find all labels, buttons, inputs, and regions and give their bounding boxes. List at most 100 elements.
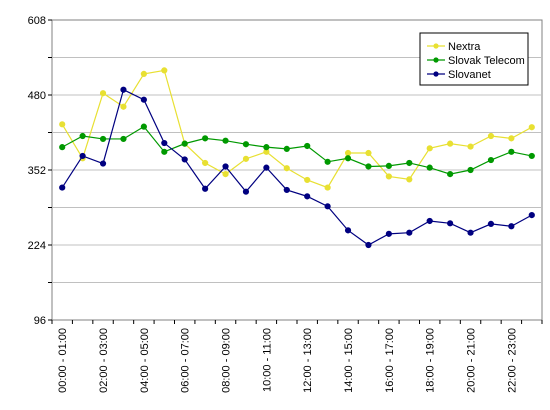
data-point — [304, 193, 311, 200]
data-point — [467, 143, 474, 150]
x-tick-label: 00:00 - 01:00 — [57, 328, 69, 393]
data-point — [447, 140, 454, 147]
data-point — [528, 152, 535, 160]
data-point — [528, 212, 535, 219]
series-line — [61, 88, 533, 246]
legend: Nextra Slovak Telecom Slovanet — [419, 32, 529, 86]
series-line — [61, 69, 533, 189]
data-point — [467, 166, 474, 174]
legend-swatch-marker — [433, 57, 439, 63]
data-point — [385, 173, 392, 180]
data-point — [283, 165, 290, 172]
data-point — [242, 188, 250, 195]
data-point — [508, 223, 515, 230]
data-point — [508, 135, 515, 142]
data-point — [263, 144, 270, 151]
data-point — [426, 217, 433, 225]
x-tick-label: 10:00 - 11:00 — [261, 328, 273, 392]
data-point — [140, 123, 147, 130]
data-point — [304, 176, 311, 184]
data-point — [59, 121, 66, 128]
data-point — [79, 132, 86, 140]
data-point — [99, 160, 107, 167]
x-tick-label: 12:00 - 13:00 — [302, 328, 314, 393]
data-point — [120, 135, 127, 143]
data-point — [222, 163, 229, 170]
data-point — [426, 164, 433, 171]
data-point — [222, 137, 229, 144]
series-line — [61, 125, 532, 175]
data-point — [283, 186, 290, 194]
x-tick-label: 02:00 - 03:00 — [98, 328, 110, 393]
data-point — [487, 156, 495, 164]
data-point — [181, 156, 188, 163]
x-tick-label: 04:00 - 05:00 — [139, 328, 151, 393]
data-point — [59, 184, 66, 191]
data-point — [99, 90, 107, 97]
data-point — [528, 124, 535, 131]
data-point — [385, 162, 392, 169]
data-point — [344, 155, 352, 162]
data-point — [426, 145, 433, 152]
data-point — [344, 149, 352, 157]
data-point — [467, 229, 474, 236]
data-point — [487, 220, 495, 228]
data-point — [161, 67, 168, 74]
data-point — [140, 96, 147, 103]
series-1 — [59, 123, 535, 178]
x-tick-label: 22:00 - 23:00 — [506, 328, 518, 393]
legend-swatch-marker — [433, 43, 439, 49]
x-tick-label: 06:00 - 07:00 — [180, 328, 192, 393]
data-point — [242, 141, 250, 148]
data-point — [59, 144, 66, 151]
data-point — [365, 241, 372, 249]
series-2 — [59, 86, 535, 249]
y-tick-label: 96 — [34, 315, 46, 327]
data-point — [304, 142, 311, 150]
data-point — [508, 148, 515, 155]
data-point — [365, 149, 372, 157]
axes: 96 224 352 480 608 00:00 - 01:00 02:00 - 03:00… — [28, 15, 543, 393]
y-tick-label: 480 — [28, 90, 46, 102]
y-tick-label: 608 — [28, 15, 46, 27]
data-point — [202, 159, 209, 167]
data-point — [263, 164, 270, 171]
data-point — [222, 171, 229, 178]
data-point — [406, 176, 413, 183]
data-point — [487, 132, 495, 140]
data-point — [283, 145, 290, 153]
data-point — [99, 135, 107, 143]
series-group — [59, 67, 535, 249]
y-tick-label: 224 — [28, 240, 46, 252]
data-point — [324, 158, 331, 165]
data-point — [161, 139, 168, 147]
legend-label: Slovanet — [448, 69, 491, 81]
data-point — [447, 171, 454, 178]
legend-label: Slovak Telecom — [448, 55, 525, 67]
data-point — [344, 227, 352, 234]
data-point — [140, 70, 147, 78]
data-point — [120, 103, 127, 110]
data-point — [447, 220, 454, 227]
data-point — [202, 185, 209, 192]
data-point — [365, 163, 372, 170]
data-point — [385, 230, 392, 237]
data-point — [120, 86, 127, 93]
data-point — [324, 203, 331, 210]
x-tick-label: 14:00 - 15:00 — [343, 328, 355, 393]
data-point — [79, 152, 86, 160]
data-point — [181, 140, 188, 147]
x-tick-label: 20:00 - 21:00 — [466, 328, 478, 393]
data-point — [161, 148, 168, 155]
x-tick-label: 16:00 - 17:00 — [384, 328, 396, 393]
data-point — [202, 135, 209, 142]
data-point — [324, 184, 331, 191]
legend-label: Nextra — [448, 41, 481, 53]
data-point — [406, 229, 413, 236]
x-tick-label: 08:00 - 09:00 — [221, 328, 233, 393]
legend-swatch-marker — [433, 71, 439, 77]
x-tick-label: 18:00 - 19:00 — [425, 328, 437, 393]
data-point — [406, 159, 413, 167]
data-point — [242, 155, 250, 162]
